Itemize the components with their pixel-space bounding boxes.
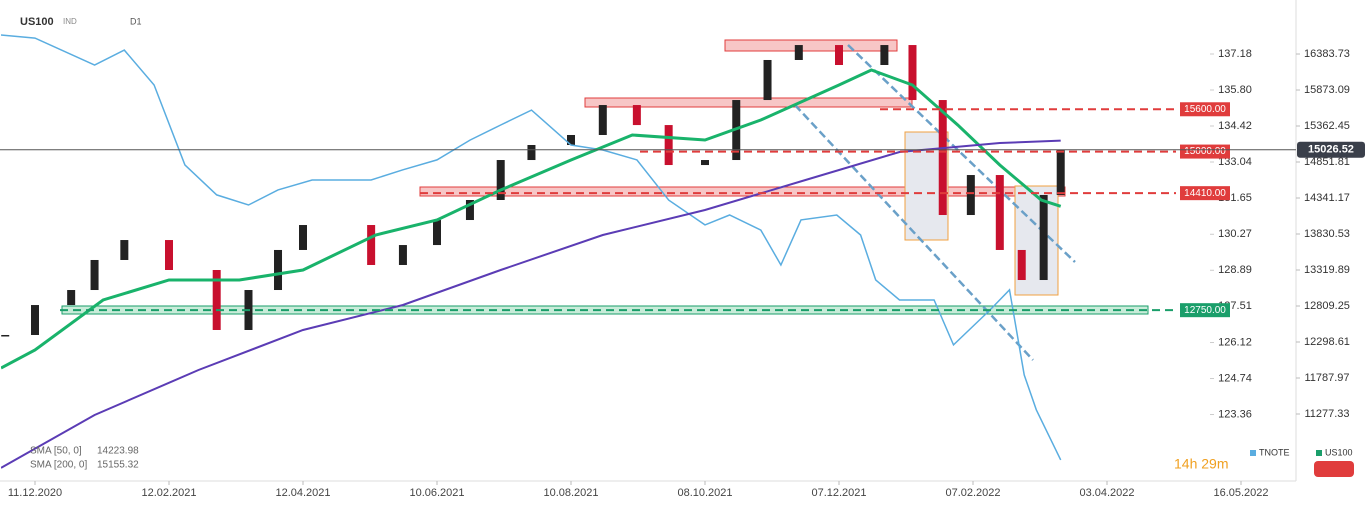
resistance-zone <box>584 97 913 108</box>
y2-tick-label: 123.36 <box>1218 408 1252 420</box>
candle <box>299 225 307 250</box>
level-label-box <box>1180 186 1230 201</box>
candle <box>835 45 843 65</box>
x-tick-label: 16.05.2022 <box>1213 487 1268 499</box>
y-tick-label: 11277.33 <box>1304 408 1349 420</box>
candle <box>165 240 173 270</box>
candle <box>31 305 39 335</box>
y2-tick-label: 130.27 <box>1218 228 1252 240</box>
symbol: US100 <box>20 16 54 28</box>
candle <box>908 45 917 101</box>
candle <box>966 175 975 216</box>
y-tick-label: 12809.25 <box>1304 300 1350 312</box>
y-tick-label: 13830.53 <box>1304 228 1350 240</box>
indicator-badge <box>1314 461 1354 477</box>
channel-line <box>794 104 1034 361</box>
y-tick-label: 14341.17 <box>1304 192 1350 204</box>
candle <box>1056 149 1065 195</box>
candle <box>1017 249 1026 281</box>
candle <box>598 105 607 135</box>
market: IND <box>63 17 77 26</box>
y2-tick-label: 137.18 <box>1218 48 1252 60</box>
candle <box>1 334 10 337</box>
drawings <box>61 39 1149 361</box>
candle <box>465 199 474 221</box>
candle <box>880 45 889 65</box>
x-tick-label: 07.12.2021 <box>811 487 866 499</box>
candle <box>567 134 575 146</box>
level-label-box <box>1180 303 1230 318</box>
candle <box>995 175 1004 250</box>
legend-label: TNOTE <box>1259 447 1290 457</box>
y-tick-label: 13319.89 <box>1304 264 1350 276</box>
candle <box>433 220 441 246</box>
candle <box>274 249 283 291</box>
candle <box>496 160 505 200</box>
y-tick-label: 15873.09 <box>1304 84 1350 96</box>
legend-swatch <box>1250 450 1256 456</box>
candle <box>212 269 221 330</box>
y-tick-label: 12298.61 <box>1304 336 1350 348</box>
candle <box>794 45 803 60</box>
candle <box>90 259 99 291</box>
x-tick-label: 07.02.2022 <box>945 487 1000 499</box>
last-price-label: 15026.52 <box>1308 144 1354 156</box>
legend-swatch <box>1316 450 1322 456</box>
legend-label: US100 <box>1325 447 1353 457</box>
series-line <box>0 139 1061 469</box>
level-label: 14410.00 <box>1184 188 1226 199</box>
y-tick-label: 11787.97 <box>1304 372 1349 384</box>
level-label: 15600.00 <box>1184 104 1226 115</box>
series-line <box>0 68 1062 370</box>
candle <box>367 225 376 265</box>
resistance-zone <box>724 39 898 52</box>
candle <box>398 245 407 265</box>
indicator-value: 15155.32 <box>97 460 139 471</box>
candle <box>1039 194 1048 281</box>
y-tick-label: 15362.45 <box>1304 120 1350 132</box>
series-line <box>0 34 1062 461</box>
candle <box>527 145 536 161</box>
y2-tick-label: 124.74 <box>1218 372 1252 384</box>
level-label: 12750.00 <box>1184 305 1226 316</box>
x-tick-label: 12.04.2021 <box>275 487 330 499</box>
y2-tick-label: 126.12 <box>1218 336 1252 348</box>
x-tick-label: 03.04.2022 <box>1079 487 1134 499</box>
y2-tick-label: 135.80 <box>1218 84 1252 96</box>
y-tick-label: 14851.81 <box>1304 156 1350 168</box>
y2-tick-label: 133.04 <box>1218 156 1252 168</box>
candle <box>632 105 641 126</box>
y-tick-label: 16383.73 <box>1304 48 1350 60</box>
level-label-box <box>1180 102 1230 117</box>
indicator-value: 14223.98 <box>97 446 139 457</box>
candle <box>664 125 673 166</box>
candle <box>701 160 709 166</box>
x-tick-label: 10.06.2021 <box>409 487 464 499</box>
candle <box>763 59 772 101</box>
x-tick-label: 12.02.2021 <box>141 487 196 499</box>
interval: D1 <box>130 16 142 26</box>
level-label: 15000.00 <box>1184 146 1226 157</box>
channel-line <box>847 44 1076 263</box>
resistance-zone <box>419 186 1066 197</box>
candle <box>938 100 947 216</box>
indicator-name: SMA [50, 0] <box>30 446 82 457</box>
level-label-box <box>1180 144 1230 159</box>
x-tick-label: 11.12.2020 <box>8 487 62 499</box>
x-tick-label: 10.08.2021 <box>543 487 598 499</box>
y2-tick-label: 134.42 <box>1218 120 1252 132</box>
indicator-name: SMA [200, 0] <box>30 460 87 471</box>
candle <box>67 290 76 306</box>
candle <box>120 240 129 260</box>
countdown: 14h 29m <box>1174 456 1228 472</box>
last-price-box <box>1297 141 1365 158</box>
y2-tick-label: 128.89 <box>1218 264 1252 276</box>
x-tick-label: 08.10.2021 <box>677 487 732 499</box>
